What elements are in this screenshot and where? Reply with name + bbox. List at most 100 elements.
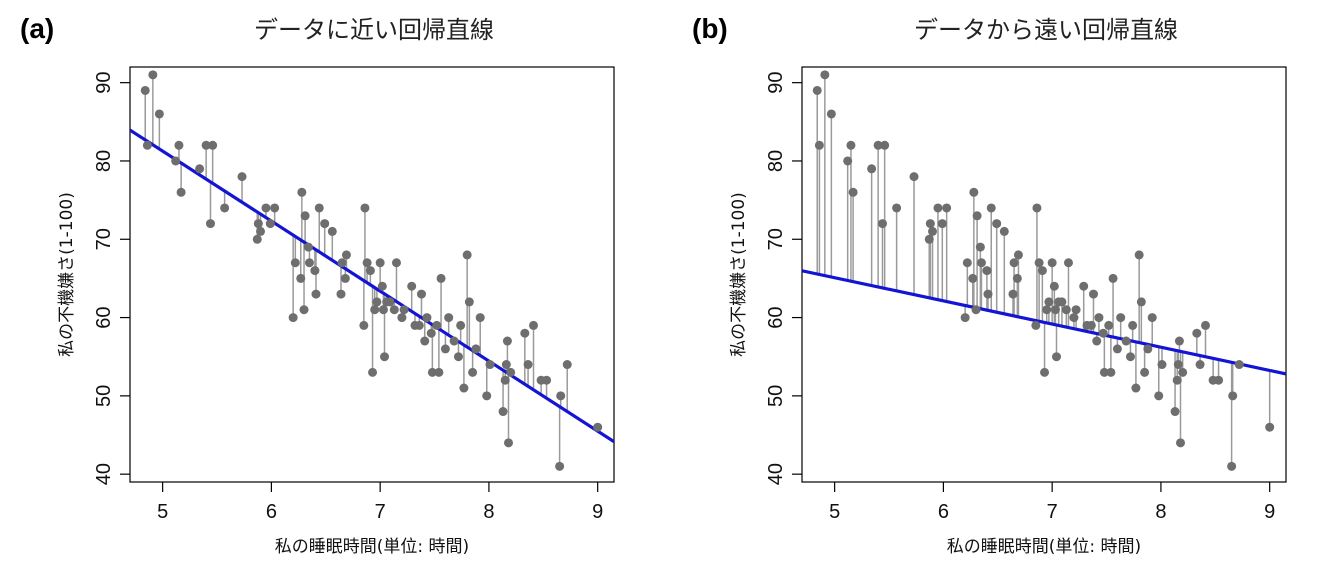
data-point [1227, 461, 1237, 471]
data-point [422, 313, 432, 323]
data-point [1049, 281, 1059, 291]
data-point [972, 211, 982, 221]
data-point [503, 438, 513, 448]
data-point [1108, 273, 1118, 283]
data-point [969, 187, 979, 197]
data-point [174, 140, 184, 150]
data-point [1037, 266, 1047, 276]
y-tick-label: 50 [93, 385, 115, 407]
data-point [593, 422, 603, 432]
data-point [1079, 281, 1089, 291]
data-point [1044, 297, 1054, 307]
x-tick-label: 6 [266, 501, 277, 523]
data-point [1131, 383, 1141, 393]
x-tick-label: 8 [483, 501, 494, 523]
data-point [1050, 305, 1060, 315]
data-point [482, 391, 492, 401]
data-point [992, 219, 1002, 229]
data-point [205, 219, 215, 229]
data-point [440, 344, 450, 354]
data-point [502, 336, 512, 346]
chart-panel-a: (a) データに近い回帰直線 5 6 7 8 9 40 50 60 70 80 90 私の睡眠時間(単位:… [20, 13, 615, 557]
data-point [867, 164, 877, 174]
data-point [1154, 391, 1164, 401]
regression-line [802, 269, 1286, 376]
data-point [1013, 250, 1023, 260]
data-point [142, 140, 152, 150]
data-point [420, 336, 430, 346]
x-axis-label: 私の睡眠時間(単位: 時間) [275, 537, 469, 557]
data-point [1040, 367, 1050, 377]
data-point [314, 203, 324, 213]
y-tick-label: 60 [93, 306, 115, 328]
data-point [983, 289, 993, 299]
regression-line [130, 128, 614, 443]
data-point [529, 320, 539, 330]
data-point [378, 305, 388, 315]
data-point [360, 203, 370, 213]
data-point [1047, 258, 1057, 268]
x-tick-label: 7 [375, 501, 386, 523]
y-tick-label: 90 [765, 72, 787, 94]
data-point [1157, 360, 1167, 370]
data-point [485, 360, 495, 370]
data-point [201, 140, 211, 150]
data-point [1008, 289, 1018, 299]
data-point [1063, 258, 1073, 268]
data-point [444, 313, 454, 323]
data-point [416, 289, 426, 299]
y-tick-label: 60 [765, 306, 787, 328]
data-point [986, 203, 996, 213]
data-point [873, 140, 883, 150]
chart-panel-b: (b) データから遠い回帰直線 5 6 7 8 9 40 50 60 70 80 90 私の睡眠時間(単位… [692, 13, 1287, 557]
data-point [252, 234, 262, 244]
x-tick-label: 7 [1047, 501, 1058, 523]
data-point [999, 226, 1009, 236]
data-point [303, 242, 313, 252]
data-point [399, 305, 409, 315]
data-point [1140, 367, 1150, 377]
x-tick-label: 8 [1155, 501, 1166, 523]
data-point [1175, 438, 1185, 448]
data-point [877, 219, 887, 229]
data-point [288, 313, 298, 323]
data-point [1071, 305, 1081, 315]
data-point [1143, 344, 1153, 354]
data-point [310, 266, 320, 276]
data-point [1125, 352, 1135, 362]
data-point [256, 226, 266, 236]
data-point [377, 281, 387, 291]
data-point [925, 219, 935, 229]
data-point [942, 203, 952, 213]
data-point [520, 328, 530, 338]
data-point [154, 109, 164, 119]
data-point [971, 305, 981, 315]
data-point [290, 258, 300, 268]
panel-label: (b) [692, 13, 728, 44]
data-point [1170, 407, 1180, 417]
data-point [928, 226, 938, 236]
data-point [140, 85, 150, 95]
data-point [1136, 297, 1146, 307]
data-point [297, 187, 307, 197]
data-point [368, 367, 378, 377]
data-point [1092, 336, 1102, 346]
x-tick-label: 9 [592, 501, 603, 523]
data-point [1195, 360, 1205, 370]
x-tick-label: 6 [938, 501, 949, 523]
data-point [1228, 391, 1238, 401]
data-point [1112, 344, 1122, 354]
data-point [1088, 289, 1098, 299]
x-tick-label: 5 [829, 501, 840, 523]
data-point [846, 140, 856, 150]
data-point [253, 219, 263, 229]
chart-title: データから遠い回帰直線 [914, 16, 1178, 44]
y-tick-label: 40 [765, 463, 787, 485]
data-point [270, 203, 280, 213]
data-point [462, 250, 472, 260]
data-point [176, 187, 186, 197]
data-point [820, 70, 830, 80]
data-point [337, 258, 347, 268]
data-point [562, 360, 572, 370]
